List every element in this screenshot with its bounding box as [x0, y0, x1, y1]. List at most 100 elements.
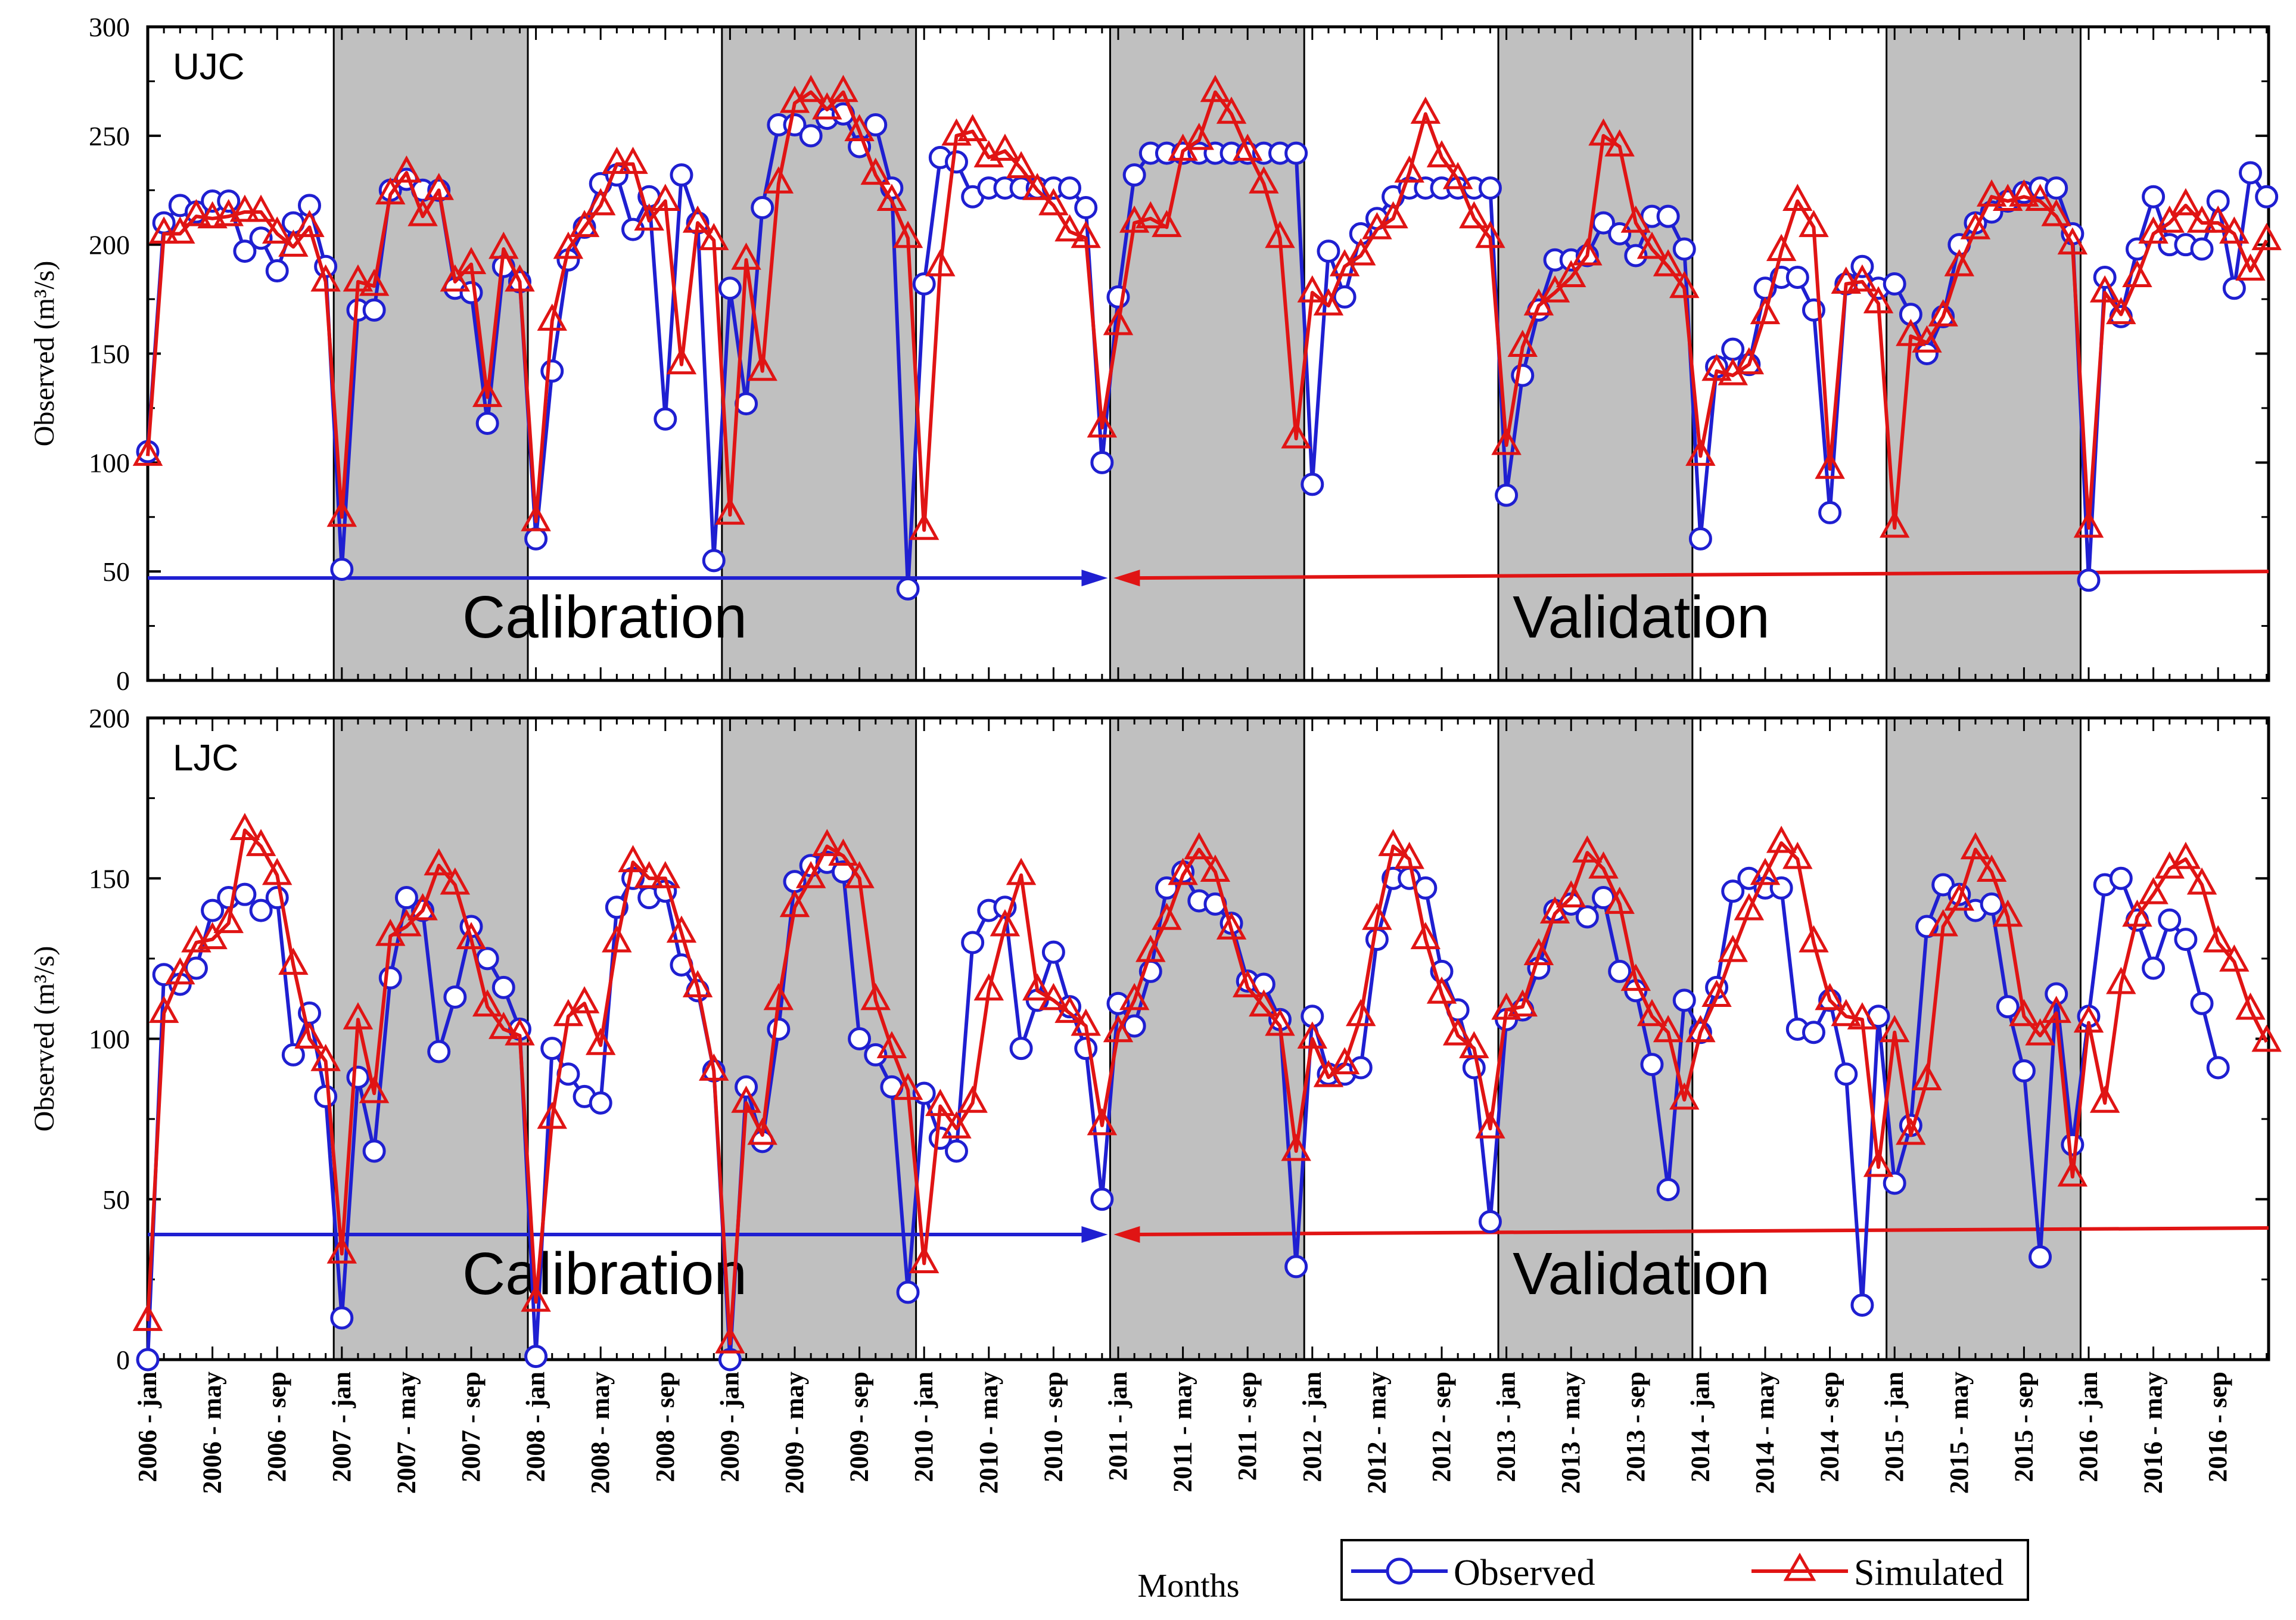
- data-point-simulated: [1475, 220, 1505, 248]
- data-point-simulated: [585, 188, 616, 216]
- data-point-simulated: [294, 210, 325, 237]
- data-point-simulated: [715, 497, 745, 525]
- data-point-observed: [1656, 1178, 1680, 1202]
- data-point-simulated: [2202, 925, 2233, 953]
- data-point-simulated: [1669, 1082, 1700, 1110]
- data-point-simulated: [1071, 220, 1101, 248]
- y-tick-label: 100: [89, 1024, 130, 1055]
- x-tick-label: 2008 - sep: [651, 1372, 680, 1482]
- data-point-simulated: [1879, 510, 1910, 538]
- data-point-simulated: [812, 92, 842, 120]
- data-point-observed: [2158, 908, 2182, 932]
- y-tick-label: 0: [116, 666, 130, 696]
- data-point-observed: [314, 1084, 338, 1108]
- data-point-simulated: [2089, 275, 2120, 303]
- data-point-simulated: [1135, 934, 1166, 962]
- data-point-simulated: [2057, 1159, 2088, 1187]
- data-point-simulated: [1831, 999, 1861, 1027]
- data-point-simulated: [1394, 841, 1424, 869]
- x-tick-label: 2016 - may: [2139, 1372, 2168, 1494]
- data-point-simulated: [359, 268, 390, 296]
- data-point-simulated: [489, 1012, 519, 1039]
- data-point-simulated: [909, 1246, 939, 1273]
- shaded-period-2011: [1109, 26, 1305, 682]
- data-point-observed: [540, 1037, 564, 1061]
- data-point-simulated: [1863, 286, 1894, 313]
- data-point-simulated: [1912, 1063, 1942, 1091]
- y-tick-label: 300: [89, 12, 130, 42]
- data-point-simulated: [618, 147, 648, 174]
- panel-label: UJC: [173, 46, 245, 88]
- data-point-observed: [265, 259, 289, 283]
- x-tick-label: 2009 - sep: [845, 1372, 874, 1482]
- y-tick-label: 50: [102, 1184, 130, 1215]
- data-point-simulated: [699, 223, 729, 250]
- data-point-simulated: [262, 216, 293, 244]
- data-point-simulated: [2057, 227, 2088, 255]
- data-point-simulated: [2186, 867, 2217, 895]
- data-point-simulated: [1442, 1018, 1473, 1046]
- data-point-simulated: [715, 1326, 745, 1354]
- data-point-simulated: [1637, 231, 1667, 259]
- data-point-simulated: [2170, 188, 2201, 216]
- data-point-simulated: [650, 861, 681, 888]
- data-point-observed: [378, 966, 402, 990]
- data-point-simulated: [2009, 179, 2039, 207]
- data-point-simulated: [973, 973, 1004, 1001]
- data-point-observed: [2142, 956, 2166, 980]
- data-point-simulated: [795, 861, 826, 888]
- data-point-simulated: [650, 184, 681, 212]
- data-point-observed: [330, 1306, 354, 1330]
- data-point-simulated: [1022, 173, 1053, 200]
- data-point-simulated: [909, 512, 939, 540]
- data-point-simulated: [521, 1284, 551, 1312]
- data-point-simulated: [1555, 260, 1586, 288]
- data-point-observed: [1688, 527, 1712, 551]
- data-point-simulated: [1410, 922, 1441, 950]
- data-point-observed: [1495, 483, 1519, 507]
- data-point-simulated: [537, 303, 567, 331]
- data-point-observed: [1317, 240, 1340, 263]
- data-point-observed: [2045, 982, 2068, 1006]
- data-point-simulated: [1459, 1031, 1489, 1059]
- data-point-observed: [362, 298, 386, 322]
- data-point-simulated: [1766, 825, 1797, 853]
- data-point-observed: [1883, 1171, 1906, 1195]
- x-tick-label: 2013 - may: [1556, 1372, 1585, 1494]
- shaded-period-2007: [332, 26, 529, 682]
- y-tick-label: 150: [89, 339, 130, 369]
- validation-label: Validation: [1513, 1240, 1770, 1307]
- data-point-simulated: [1297, 275, 1328, 303]
- legend-box: [1340, 1539, 2029, 1601]
- data-point-simulated: [1232, 133, 1263, 161]
- data-point-simulated: [569, 210, 600, 237]
- data-point-simulated: [2235, 992, 2266, 1020]
- data-point-observed: [1333, 285, 1357, 309]
- data-point-simulated: [1572, 835, 1603, 863]
- data-point-simulated: [424, 848, 454, 876]
- x-tick-label: 2010 - sep: [1038, 1372, 1068, 1482]
- data-point-simulated: [343, 264, 374, 292]
- x-tick-label: 2008 - jan: [521, 1372, 550, 1482]
- data-point-observed: [524, 527, 548, 551]
- data-point-simulated: [229, 194, 260, 222]
- data-point-simulated: [553, 999, 584, 1027]
- data-point-observed: [2206, 1056, 2230, 1080]
- data-point-observed: [1980, 892, 2003, 916]
- data-point-simulated: [1022, 973, 1053, 1001]
- data-point-simulated: [1799, 925, 1829, 953]
- panel-label: LJC: [173, 738, 238, 779]
- data-point-simulated: [892, 220, 923, 248]
- data-point-simulated: [229, 813, 260, 840]
- data-point-simulated: [1491, 992, 1522, 1020]
- data-point-observed: [864, 1043, 888, 1066]
- data-point-simulated: [310, 264, 341, 292]
- data-point-simulated: [1281, 421, 1311, 449]
- data-point-simulated: [828, 838, 858, 866]
- data-point-observed: [718, 1348, 742, 1372]
- data-point-simulated: [326, 1236, 357, 1264]
- data-point-simulated: [1346, 999, 1376, 1027]
- data-point-simulated: [1637, 999, 1667, 1027]
- data-point-simulated: [1313, 288, 1344, 316]
- data-point-simulated: [278, 947, 309, 975]
